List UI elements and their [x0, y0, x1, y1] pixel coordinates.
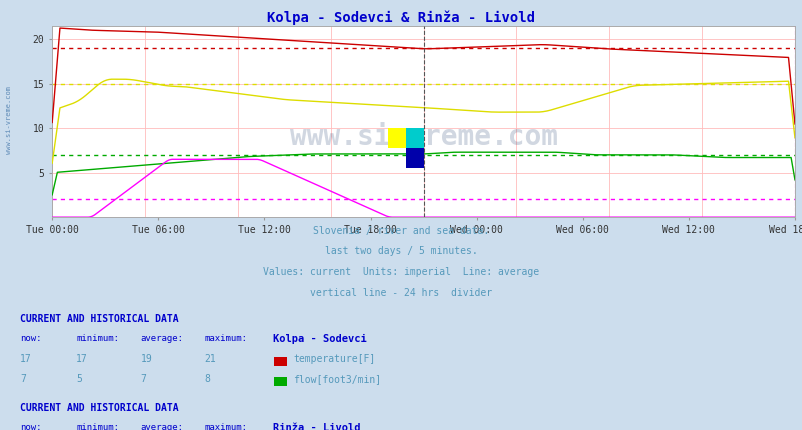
Text: flow[foot3/min]: flow[foot3/min] [293, 374, 381, 384]
Text: temperature[F]: temperature[F] [293, 354, 375, 364]
Bar [387, 128, 406, 148]
Text: 8: 8 [205, 374, 210, 384]
Text: minimum:: minimum: [76, 334, 119, 343]
Text: 17: 17 [20, 354, 32, 364]
Text: 21: 21 [205, 354, 217, 364]
Text: vertical line - 24 hrs  divider: vertical line - 24 hrs divider [310, 288, 492, 298]
Text: Values: current  Units: imperial  Line: average: Values: current Units: imperial Line: av… [263, 267, 539, 277]
Text: average:: average: [140, 423, 184, 430]
Bar [406, 148, 423, 168]
Text: CURRENT AND HISTORICAL DATA: CURRENT AND HISTORICAL DATA [20, 402, 179, 413]
Text: maximum:: maximum: [205, 423, 248, 430]
Text: last two days / 5 minutes.: last two days / 5 minutes. [325, 246, 477, 256]
Text: 7: 7 [140, 374, 146, 384]
Text: 7: 7 [20, 374, 26, 384]
Text: minimum:: minimum: [76, 423, 119, 430]
Text: now:: now: [20, 423, 42, 430]
Text: 5: 5 [76, 374, 82, 384]
Text: maximum:: maximum: [205, 334, 248, 343]
Text: Kolpa - Sodevci: Kolpa - Sodevci [273, 334, 367, 344]
Text: Rinža - Livold: Rinža - Livold [273, 423, 360, 430]
Text: www.si-vreme.com: www.si-vreme.com [290, 123, 557, 151]
Bar [406, 128, 423, 148]
Text: 17: 17 [76, 354, 88, 364]
Text: www.si-vreme.com: www.si-vreme.com [6, 86, 12, 154]
Text: Kolpa - Sodevci & Rinža - Livold: Kolpa - Sodevci & Rinža - Livold [267, 11, 535, 25]
Text: 19: 19 [140, 354, 152, 364]
Text: average:: average: [140, 334, 184, 343]
Text: now:: now: [20, 334, 42, 343]
Text: Slovenia / river and sea data.: Slovenia / river and sea data. [313, 226, 489, 236]
Text: CURRENT AND HISTORICAL DATA: CURRENT AND HISTORICAL DATA [20, 314, 179, 324]
